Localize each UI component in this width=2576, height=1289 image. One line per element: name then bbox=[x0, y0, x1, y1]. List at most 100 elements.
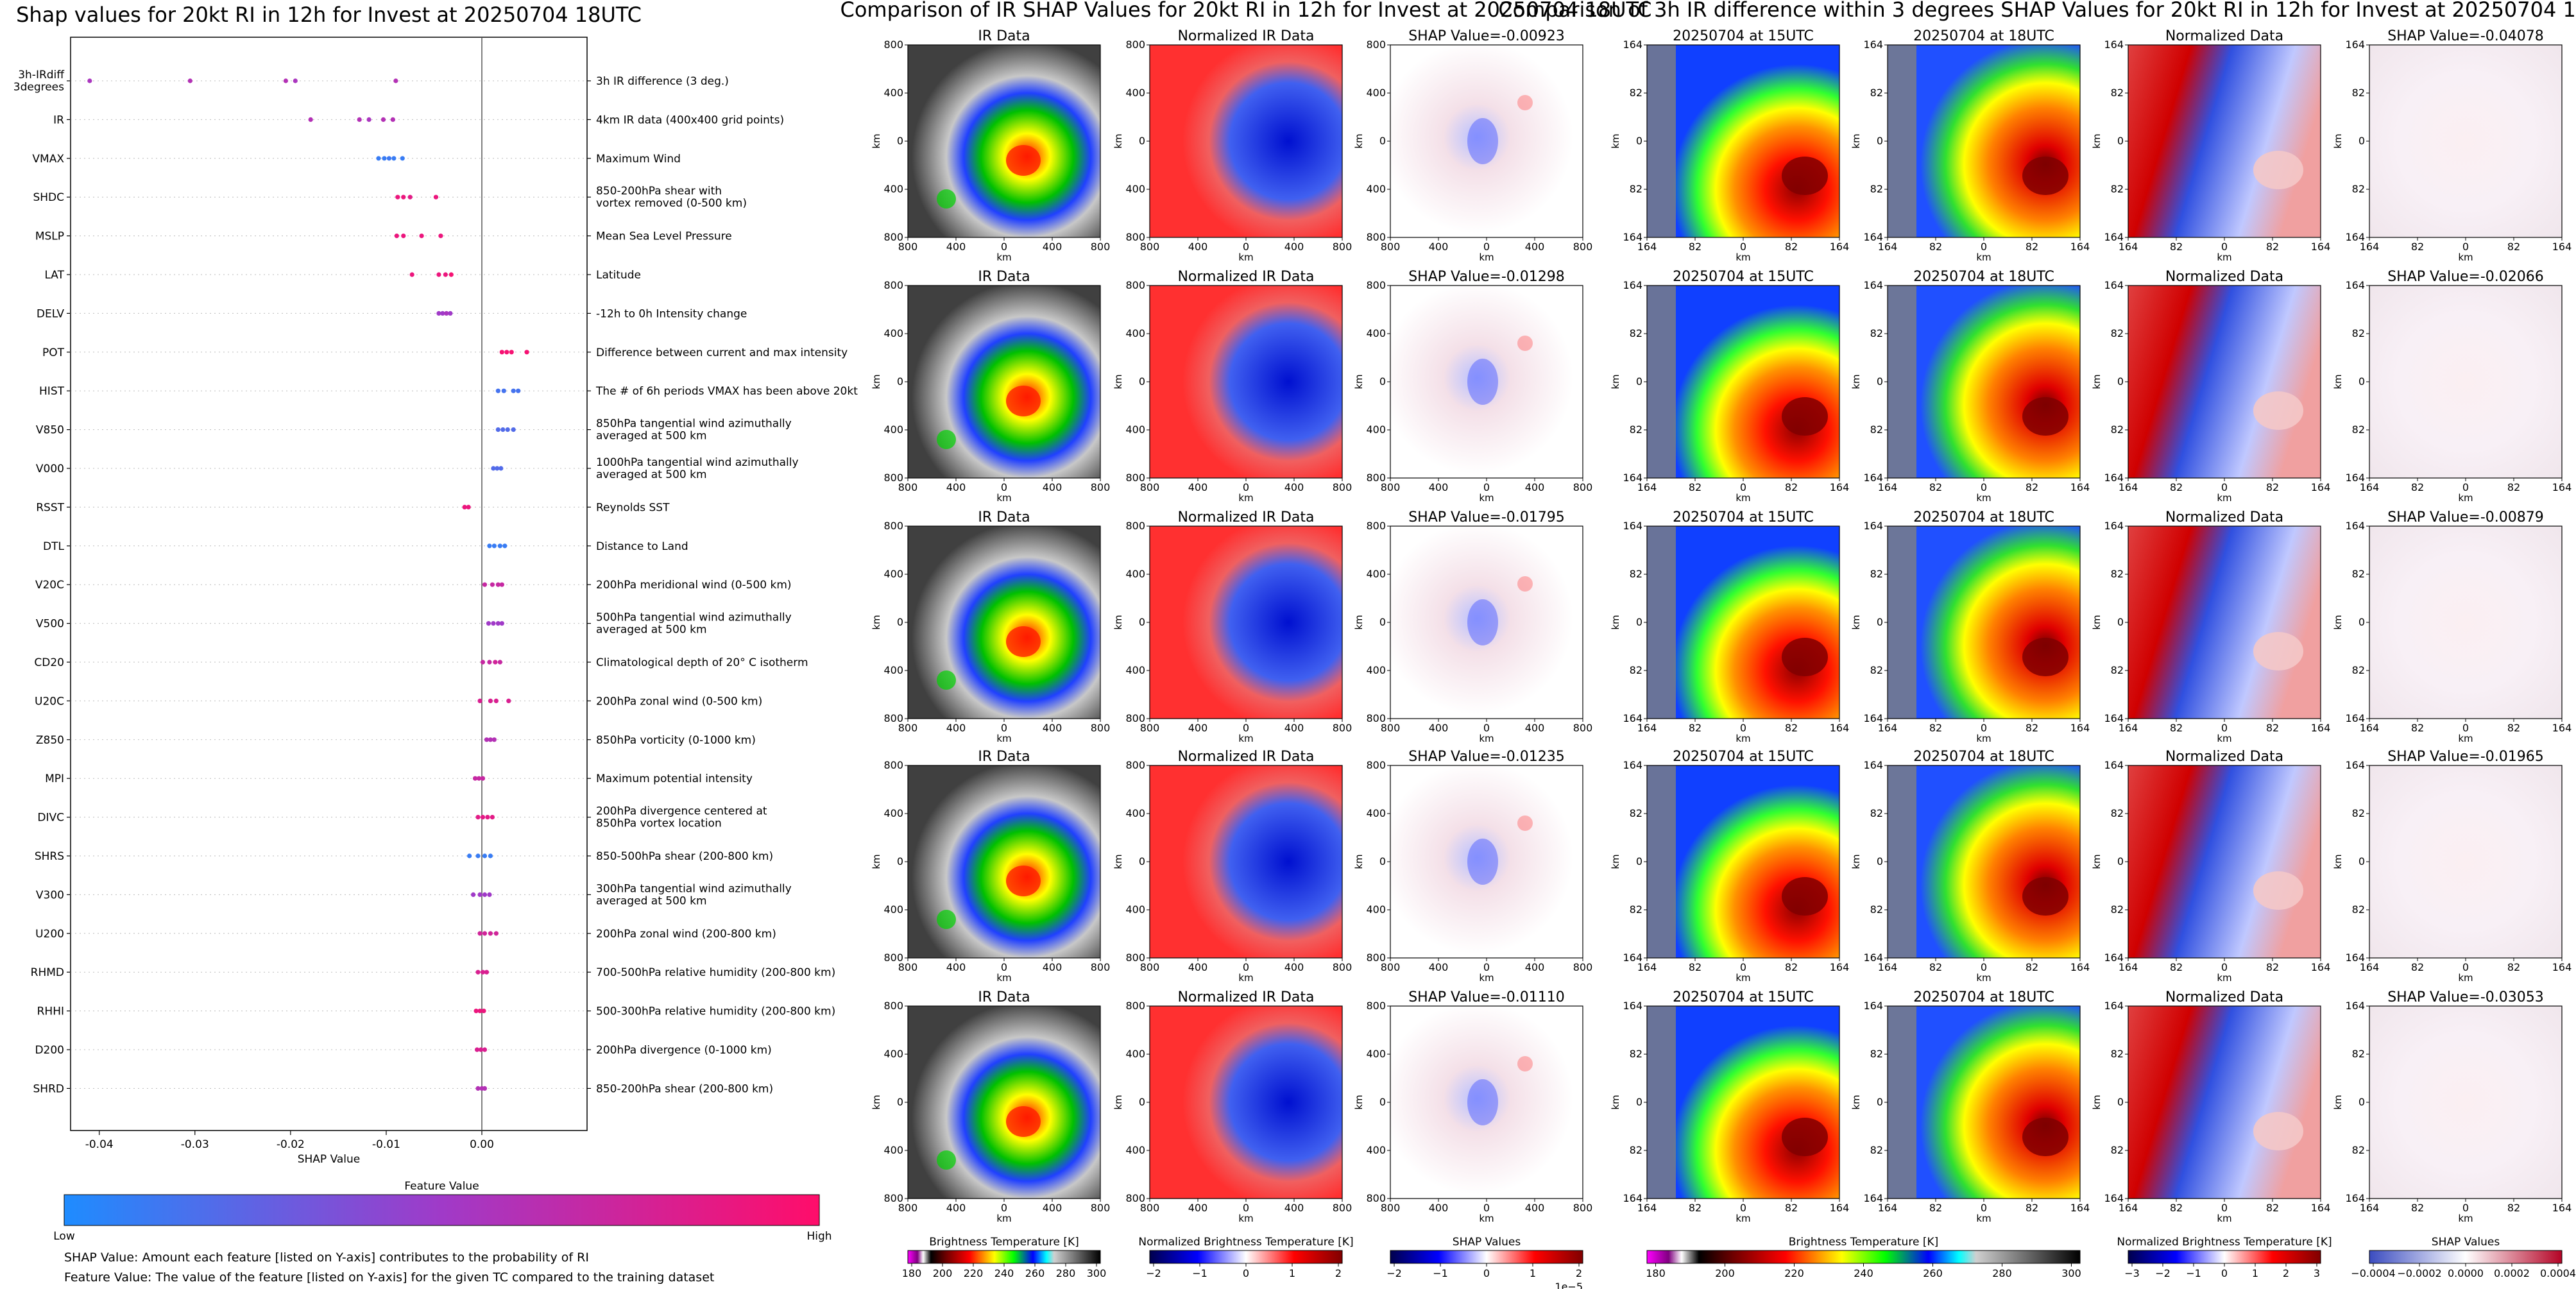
shap-point bbox=[491, 466, 496, 471]
colorbar-label: SHAP Values bbox=[2432, 1236, 2500, 1249]
x-tick-label: 82 bbox=[1929, 961, 1942, 973]
shap-point bbox=[495, 466, 500, 471]
shap-point bbox=[499, 466, 504, 471]
shap-point bbox=[366, 117, 371, 122]
y-axis-label: km bbox=[2332, 374, 2344, 389]
image-panel: 20250704 at 15UTC1641648282008282164164k… bbox=[1610, 269, 1849, 504]
shap-point bbox=[401, 234, 406, 239]
y-tick-label: 800 bbox=[1366, 520, 1386, 532]
y-axis-label: km bbox=[2091, 854, 2103, 869]
y-tick-label: 82 bbox=[2352, 903, 2365, 916]
panel-image bbox=[1150, 286, 1342, 478]
shap-point bbox=[393, 78, 398, 83]
y-tick-label: 0 bbox=[1636, 375, 1642, 388]
y-tick-label: 400 bbox=[1125, 1144, 1145, 1156]
x-tick-label: 0 bbox=[1001, 961, 1007, 973]
y-axis-label: km bbox=[871, 1095, 882, 1109]
shap-point bbox=[477, 1009, 482, 1014]
y-tick-label: 82 bbox=[2111, 1048, 2124, 1060]
x-tick-label: 164 bbox=[2552, 241, 2572, 253]
y-axis-label: km bbox=[2091, 1095, 2103, 1109]
norm-blob bbox=[2253, 151, 2303, 189]
feature-description: 850hPa vortex location bbox=[596, 817, 722, 830]
storm-core bbox=[1782, 1118, 1828, 1156]
y-tick-label: 400 bbox=[1366, 903, 1386, 916]
panel-title: 20250704 at 15UTC bbox=[1673, 28, 1814, 44]
x-tick-label: 400 bbox=[1188, 722, 1208, 734]
x-axis-label: km bbox=[1976, 492, 1991, 504]
y-tick-label: 400 bbox=[1125, 568, 1145, 580]
image-panel: SHAP Value=-0.02066164164828200828216416… bbox=[2332, 269, 2572, 504]
y-tick-label: 164 bbox=[2345, 472, 2365, 484]
colorbar-exponent: 1e−5 bbox=[1555, 1281, 1583, 1289]
x-tick-label: 82 bbox=[1785, 241, 1798, 253]
panel-image bbox=[908, 765, 1100, 958]
shap-point bbox=[391, 156, 397, 161]
shap-point bbox=[357, 117, 362, 122]
x-tick-label: 800 bbox=[898, 481, 918, 493]
panel-image bbox=[1888, 45, 2080, 237]
x-tick-label: 82 bbox=[1929, 722, 1942, 734]
y-tick-label: 400 bbox=[883, 807, 903, 819]
x-tick-label: 164 bbox=[2070, 722, 2090, 734]
panel-title: 20250704 at 15UTC bbox=[1673, 989, 1814, 1005]
shap-point bbox=[478, 1047, 484, 1052]
x-tick-label: 82 bbox=[2507, 481, 2520, 493]
x-tick-label: 0 bbox=[1001, 722, 1007, 734]
x-axis-label: km bbox=[2458, 252, 2473, 263]
image-panel: 20250704 at 18UTC1641648282008282164164k… bbox=[1850, 989, 2090, 1224]
feature-description: 4km IR data (400x400 grid points) bbox=[596, 114, 784, 126]
y-tick-label: 164 bbox=[1623, 712, 1642, 724]
y-tick-label: 82 bbox=[2111, 1144, 2124, 1156]
storm-core bbox=[1782, 397, 1828, 436]
norm-blob bbox=[2253, 391, 2303, 430]
x-tick-label: 164 bbox=[1830, 241, 1850, 253]
shap-point bbox=[482, 582, 488, 587]
y-tick-label: 82 bbox=[2111, 87, 2124, 99]
x-tick-label: 0 bbox=[1740, 961, 1746, 973]
shap-point bbox=[487, 543, 492, 549]
shap-point bbox=[448, 311, 453, 316]
image-panel: 20250704 at 15UTC1641648282008282164164k… bbox=[1610, 509, 1849, 744]
x-tick-label: 0 bbox=[2221, 481, 2228, 493]
y-tick-label: 164 bbox=[2345, 759, 2365, 771]
x-tick-label: 400 bbox=[1429, 722, 1449, 734]
x-tick-label: 82 bbox=[1689, 961, 1702, 973]
shap-point bbox=[488, 931, 493, 936]
y-tick-label: 800 bbox=[1366, 231, 1386, 243]
x-tick-label: 82 bbox=[2507, 1202, 2520, 1214]
shap-point bbox=[490, 815, 495, 820]
shap-point bbox=[499, 621, 504, 626]
y-tick-label: 164 bbox=[2345, 1192, 2365, 1204]
y-tick-label: 164 bbox=[2345, 712, 2365, 724]
shap-point bbox=[500, 427, 506, 432]
x-tick-label: 800 bbox=[1140, 961, 1160, 973]
y-tick-label: 800 bbox=[1125, 1000, 1145, 1012]
shap-point bbox=[493, 660, 498, 665]
y-tick-label: 800 bbox=[1125, 952, 1145, 964]
feature-code: Z850 bbox=[36, 734, 64, 747]
x-tick-label: 400 bbox=[1429, 961, 1449, 973]
x-tick-label: 164 bbox=[1637, 722, 1657, 734]
x-tick-label: 800 bbox=[1381, 241, 1401, 253]
y-axis-label: km bbox=[1113, 854, 1124, 869]
x-tick-label: 0 bbox=[1001, 1202, 1007, 1214]
panel-image bbox=[1150, 765, 1342, 958]
colorbar-tick-label: −1 bbox=[2186, 1267, 2201, 1279]
x-axis-label: km bbox=[2217, 1213, 2231, 1224]
panel-image bbox=[1150, 45, 1342, 237]
y-tick-label: 800 bbox=[1125, 712, 1145, 724]
storm-core bbox=[1782, 638, 1828, 676]
shap-point bbox=[516, 388, 521, 393]
y-tick-label: 0 bbox=[1139, 135, 1145, 147]
colorbar-tick-label: 2 bbox=[1576, 1267, 1582, 1279]
panel-title: Normalized IR Data bbox=[1177, 28, 1314, 44]
y-tick-label: 400 bbox=[1125, 423, 1145, 436]
colorbar-tick-label: 300 bbox=[1087, 1267, 1107, 1279]
shap-point bbox=[497, 543, 502, 549]
x-tick-label: 164 bbox=[2119, 1202, 2138, 1214]
norm-blob bbox=[2253, 1112, 2303, 1150]
x-axis-label: km bbox=[2458, 492, 2473, 504]
shap-point bbox=[475, 969, 481, 975]
